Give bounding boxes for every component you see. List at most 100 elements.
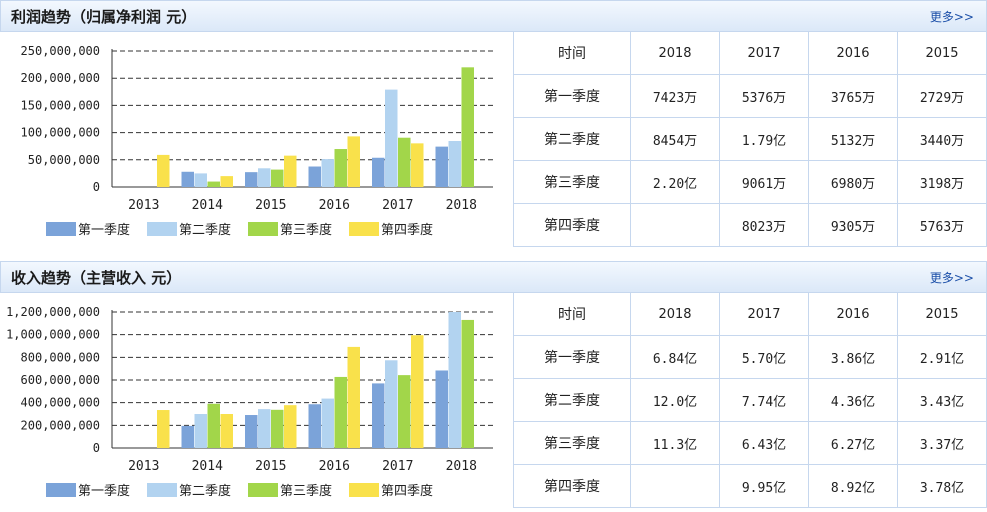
legend-label-q3: 第三季度 bbox=[280, 223, 333, 238]
legend-label-q2: 第二季度 bbox=[179, 484, 232, 499]
table-cell: 9.95亿 bbox=[719, 464, 809, 508]
bar bbox=[194, 414, 207, 448]
legend-swatch-q2 bbox=[147, 221, 178, 236]
table-header-cell: 2017 bbox=[719, 31, 809, 75]
table-cell: 12.0亿 bbox=[630, 378, 720, 422]
y-tick-label: 50,000,000 bbox=[28, 153, 100, 167]
y-tick-label: 250,000,000 bbox=[21, 44, 100, 58]
table-cell: 6.43亿 bbox=[719, 421, 809, 465]
table-header-cell: 时间 bbox=[513, 292, 631, 336]
revenue-title: 收入趋势（主营收入 元） bbox=[11, 269, 182, 287]
bar bbox=[334, 149, 347, 187]
table-cell: 2.20亿 bbox=[630, 160, 720, 204]
table-cell: 6980万 bbox=[808, 160, 898, 204]
legend-swatch-q1 bbox=[46, 221, 76, 236]
x-tick-label: 2018 bbox=[446, 459, 477, 474]
bar bbox=[347, 136, 360, 187]
table-header-cell: 2018 bbox=[630, 31, 720, 75]
bar bbox=[258, 409, 271, 448]
legend-item-q3: 第三季度 bbox=[248, 480, 332, 499]
x-tick-label: 2013 bbox=[128, 459, 159, 474]
table-row: 时间 2018 2017 2016 2015 bbox=[513, 292, 987, 336]
bar bbox=[321, 159, 334, 187]
legend-swatch-q1 bbox=[46, 482, 76, 497]
legend-swatch-q4 bbox=[349, 221, 380, 236]
table-cell: 6.27亿 bbox=[808, 421, 898, 465]
table-header-cell: 2017 bbox=[719, 292, 809, 336]
bar bbox=[157, 410, 170, 448]
profit-more-link[interactable]: 更多>> bbox=[929, 10, 974, 24]
bar bbox=[398, 137, 411, 187]
profit-chart: 0 50,000,000 100,000,000 150,000,000 200,000… bbox=[0, 31, 513, 252]
table-cell: 5.70亿 bbox=[719, 335, 809, 379]
table-row: 第三季度 2.20亿 9061万 6980万 3198万 bbox=[513, 160, 987, 204]
bar bbox=[308, 404, 321, 448]
bar bbox=[245, 415, 258, 448]
y-tick-label: 100,000,000 bbox=[21, 126, 100, 140]
x-tick-label: 2014 bbox=[192, 459, 223, 474]
legend-label-q4: 第四季度 bbox=[381, 484, 434, 499]
bar bbox=[435, 146, 448, 187]
table-cell: 8.92亿 bbox=[808, 464, 898, 508]
legend-swatch-q2 bbox=[147, 482, 178, 497]
table-row: 第三季度 11.3亿 6.43亿 6.27亿 3.37亿 bbox=[513, 421, 987, 465]
legend-item-q2: 第二季度 bbox=[147, 219, 231, 238]
y-tick-label: 1,200,000,000 bbox=[6, 305, 100, 319]
legend-label-q2: 第二季度 bbox=[179, 223, 232, 238]
revenue-more-link[interactable]: 更多>> bbox=[929, 271, 974, 285]
table-row: 第二季度 12.0亿 7.74亿 4.36亿 3.43亿 bbox=[513, 378, 987, 422]
bar bbox=[448, 312, 461, 448]
x-tick-label: 2016 bbox=[319, 459, 350, 474]
table-cell: 11.3亿 bbox=[630, 421, 720, 465]
table-cell: 1.79亿 bbox=[719, 117, 809, 161]
legend-item-q1: 第一季度 bbox=[46, 219, 130, 238]
table-cell: 第三季度 bbox=[513, 160, 631, 204]
bar bbox=[461, 319, 474, 448]
legend-label-q1: 第一季度 bbox=[78, 484, 131, 499]
bar bbox=[435, 370, 448, 448]
x-tick-label: 2016 bbox=[319, 198, 350, 213]
table-cell: 3.78亿 bbox=[897, 464, 987, 508]
legend-item-q4: 第四季度 bbox=[349, 480, 433, 499]
x-tick-label: 2017 bbox=[382, 198, 413, 213]
table-cell: 4.36亿 bbox=[808, 378, 898, 422]
revenue-section: 收入趋势（主营收入 元） 更多>> 0 200,000,000 400,000,00… bbox=[0, 261, 987, 512]
legend-item-q4: 第四季度 bbox=[349, 219, 433, 238]
bar bbox=[271, 409, 284, 448]
revenue-chart: 0 200,000,000 400,000,000 600,000,000 800,00… bbox=[0, 292, 513, 511]
table-cell: 2729万 bbox=[897, 74, 987, 118]
table-row: 第四季度 8023万 9305万 5763万 bbox=[513, 203, 987, 247]
table-cell: 第二季度 bbox=[513, 378, 631, 422]
table-cell: 第三季度 bbox=[513, 421, 631, 465]
y-tick-label: 150,000,000 bbox=[21, 98, 100, 112]
profit-title: 利润趋势（归属净利润 元） bbox=[11, 8, 197, 26]
table-cell: 7423万 bbox=[630, 74, 720, 118]
bar bbox=[194, 173, 207, 187]
table-cell: 9305万 bbox=[808, 203, 898, 247]
bar bbox=[411, 143, 424, 187]
x-tick-label: 2017 bbox=[382, 459, 413, 474]
x-tick-label: 2015 bbox=[255, 198, 286, 213]
legend-swatch-q3 bbox=[248, 482, 279, 497]
bar bbox=[334, 376, 347, 448]
table-row: 第一季度 7423万 5376万 3765万 2729万 bbox=[513, 74, 987, 118]
bar bbox=[385, 360, 398, 448]
table-row: 第二季度 8454万 1.79亿 5132万 3440万 bbox=[513, 117, 987, 161]
bar bbox=[411, 335, 424, 448]
table-cell: 第一季度 bbox=[513, 335, 631, 379]
table-cell: 8023万 bbox=[719, 203, 809, 247]
revenue-header: 收入趋势（主营收入 元） 更多>> bbox=[0, 261, 987, 293]
table-header-cell: 2015 bbox=[897, 31, 987, 75]
table-row: 第一季度 6.84亿 5.70亿 3.86亿 2.91亿 bbox=[513, 335, 987, 379]
revenue-chart-svg: 0 200,000,000 400,000,000 600,000,000 800,00… bbox=[6, 305, 493, 474]
table-cell: 3765万 bbox=[808, 74, 898, 118]
y-tick-label: 200,000,000 bbox=[21, 71, 100, 85]
bar bbox=[207, 403, 220, 448]
x-tick-label: 2015 bbox=[255, 459, 286, 474]
table-cell: 3440万 bbox=[897, 117, 987, 161]
x-tick-label: 2014 bbox=[192, 198, 223, 213]
table-cell: 7.74亿 bbox=[719, 378, 809, 422]
table-cell: 9061万 bbox=[719, 160, 809, 204]
bar bbox=[258, 168, 271, 187]
table-header-cell: 2016 bbox=[808, 31, 898, 75]
